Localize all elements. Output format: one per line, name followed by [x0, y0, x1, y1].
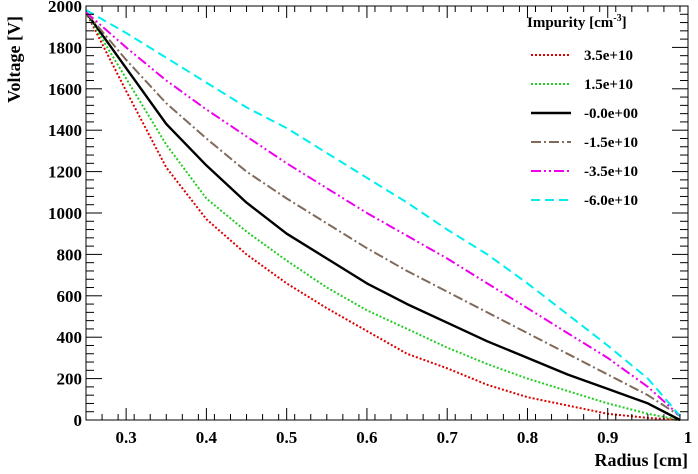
- y-axis-title: Voltage [V]: [4, 16, 24, 103]
- plot-frame: [85, 5, 689, 421]
- legend-label-0: 3.5e+10: [584, 48, 633, 64]
- legend: Impurity [cm-3] 3.5e+10 1.5e+10 -0.0e+00 -1…: [527, 13, 638, 209]
- legend-label-5: -6.0e+10: [584, 193, 638, 209]
- y-tick-label: 800: [57, 245, 83, 264]
- y-tick-label: 600: [57, 287, 83, 306]
- x-tick-label: 0.3: [116, 428, 137, 447]
- x-tick-label: 0.7: [437, 428, 459, 447]
- series-line-3: [85, 11, 681, 417]
- y-tick-label: 400: [57, 328, 83, 347]
- legend-label-4: -3.5e+10: [584, 164, 638, 180]
- series-line-4: [85, 11, 681, 417]
- x-tick-label: 0.6: [356, 428, 377, 447]
- legend-label-1: 1.5e+10: [584, 77, 633, 93]
- legend-title: Impurity [cm-3]: [527, 13, 627, 31]
- x-tick-label: 0.8: [517, 428, 538, 447]
- series-line-2: [85, 11, 681, 422]
- y-tick-label: 0: [74, 411, 83, 430]
- series-line-0: [85, 11, 681, 421]
- y-tick-label: 1600: [48, 80, 82, 99]
- x-tick-label: 0.4: [196, 428, 218, 447]
- y-tick-label: 1800: [48, 38, 82, 57]
- y-tick-label: 2000: [48, 0, 82, 16]
- series-line-1: [85, 11, 681, 421]
- y-tick-label: 200: [57, 370, 83, 389]
- y-tick-label: 1200: [48, 163, 82, 182]
- y-tick-label: 1400: [48, 121, 82, 140]
- x-tick-label: 0.9: [597, 428, 618, 447]
- y-tick-label: 1000: [48, 204, 82, 223]
- x-tick-label: 0.5: [276, 428, 297, 447]
- x-tick-label: 1: [684, 428, 693, 447]
- legend-label-3: -1.5e+10: [584, 135, 638, 151]
- x-axis-title: Radius [cm]: [595, 450, 689, 470]
- series-line-5: [85, 9, 681, 417]
- legend-label-2: -0.0e+00: [584, 106, 638, 122]
